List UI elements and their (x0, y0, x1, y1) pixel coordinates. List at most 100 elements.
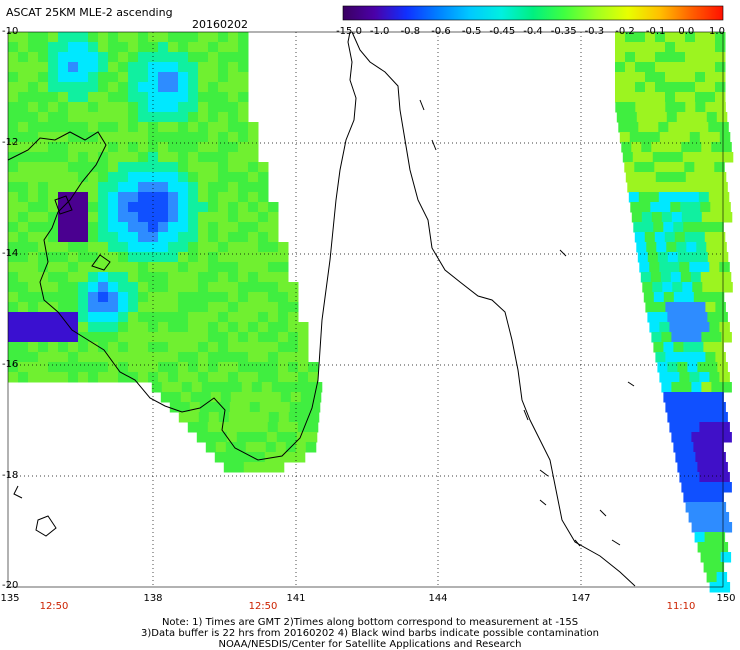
swath-cell (288, 322, 299, 333)
swath-cell (48, 132, 59, 143)
swath-cell (138, 282, 149, 293)
swath-cell (265, 442, 277, 453)
swath-cell (269, 402, 281, 413)
swath-cell (138, 232, 149, 243)
swath-cell (674, 232, 686, 243)
swath-cell (208, 312, 219, 323)
swath-cell (88, 122, 99, 133)
swath-cell (268, 222, 279, 233)
swath-cell (178, 142, 189, 153)
swath-cell (258, 172, 269, 183)
swath-cell (28, 172, 39, 183)
swath-cell (659, 322, 670, 333)
swath-cell (672, 282, 683, 293)
swath-cell (711, 332, 722, 343)
swath-cell (148, 292, 159, 303)
coastline-segment (523, 409, 529, 421)
swath-cell (8, 42, 19, 53)
swath-cell (710, 272, 722, 283)
swath-cell (685, 82, 696, 93)
swath-cell (108, 362, 119, 373)
swath-cell (655, 302, 666, 313)
swath-cell (661, 142, 672, 153)
swath-cell (685, 502, 697, 513)
swath-cell (657, 252, 669, 263)
swath-cell (168, 232, 179, 243)
swath-cell (18, 42, 29, 53)
swath-cell (248, 312, 259, 323)
swath-cell (138, 332, 149, 343)
swath-cell (654, 232, 666, 243)
swath-cell (218, 232, 229, 243)
swath-cell (188, 122, 199, 133)
swath-cell (148, 282, 159, 293)
coastline-segment (351, 31, 636, 587)
swath-cell (188, 222, 199, 233)
swath-cell (78, 62, 89, 73)
swath-cell (682, 282, 693, 293)
swath-cell (630, 202, 641, 213)
swath-cell (715, 302, 726, 313)
swath-cell (248, 172, 259, 183)
swath-cell (198, 292, 209, 303)
swath-cell (178, 92, 189, 103)
swath-cell (58, 332, 69, 343)
swath-cell (625, 82, 636, 93)
swath-cell (306, 432, 318, 443)
swath-cell (48, 42, 59, 53)
swath-cell (682, 152, 694, 163)
swath-cell (78, 152, 89, 163)
swath-cell (288, 342, 299, 353)
swath-cell (148, 182, 159, 193)
swath-cell (258, 372, 269, 383)
swath-cell (38, 192, 49, 203)
swath-cell (209, 402, 221, 413)
swath-cell (228, 62, 239, 73)
swath-cell (38, 222, 49, 233)
swath-cell (148, 232, 159, 243)
swath-cell (48, 92, 59, 103)
swath-cell (201, 382, 213, 393)
swath-cell (198, 332, 209, 343)
swath-cell (138, 172, 149, 183)
swath-cell (696, 112, 708, 123)
swath-cell (258, 192, 269, 203)
swath-cell (148, 52, 159, 63)
swath-cell (715, 102, 726, 113)
swath-cell (208, 242, 219, 253)
swath-cell (294, 452, 306, 463)
swath-cell (663, 392, 674, 403)
swath-cell (258, 312, 269, 323)
swath-cell (220, 392, 232, 403)
swath-cell (158, 192, 169, 203)
swath-cell (128, 302, 139, 313)
swath-cell (648, 122, 659, 133)
swath-cell (98, 232, 109, 243)
swath-cell (218, 42, 229, 53)
swath-cell (635, 42, 646, 53)
swath-cell (689, 262, 700, 273)
swath-cell (268, 372, 279, 383)
swath-cell (235, 442, 247, 453)
swath-cell (108, 92, 119, 103)
swath-cell (148, 212, 159, 223)
swath-cell (258, 322, 269, 333)
swath-cell (655, 52, 666, 63)
swath-cell (693, 442, 704, 453)
swath-cell (664, 162, 675, 173)
swath-cell (8, 372, 19, 383)
swath-cell (641, 212, 653, 223)
swath-cell (78, 42, 89, 53)
swath-cell (675, 42, 686, 53)
swath-cell (68, 82, 79, 93)
swath-cell (661, 332, 672, 343)
swath-cell (98, 122, 109, 133)
swath-cell (268, 232, 279, 243)
swath-cell (237, 422, 249, 433)
swath-cell (198, 272, 209, 283)
swath-cell (88, 322, 99, 333)
swath-cell (655, 42, 666, 53)
swath-cell (168, 42, 179, 53)
swath-cell (38, 362, 49, 373)
swath-cell (218, 62, 229, 73)
